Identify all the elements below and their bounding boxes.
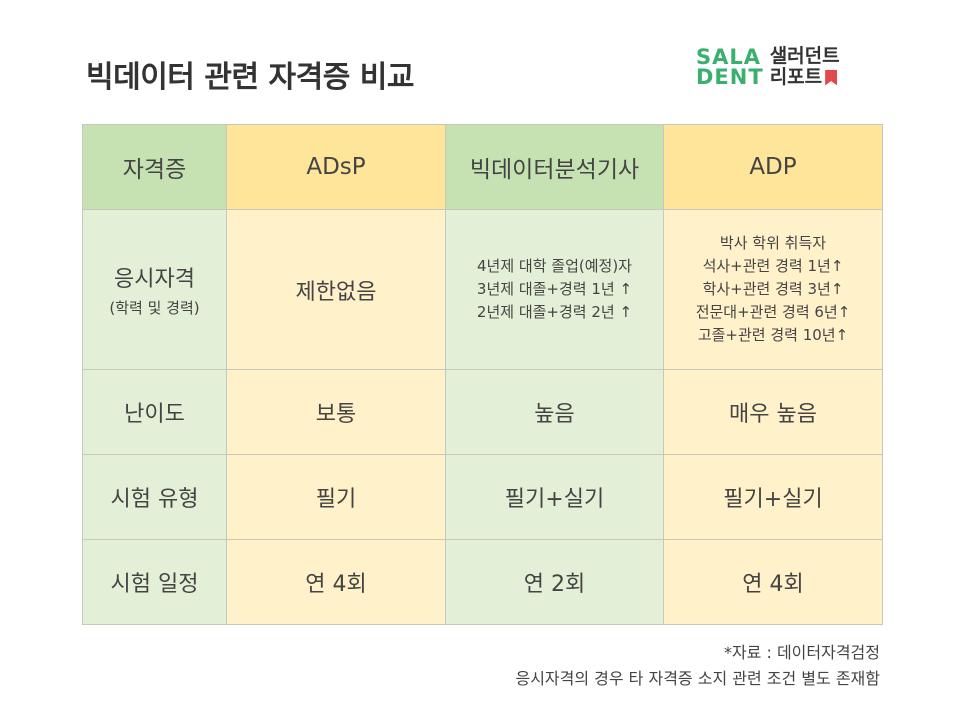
logo-text-row2: 리포트 [770, 67, 840, 88]
qualification-label: 응시자격 [114, 267, 195, 292]
bigdata-qual-line: 3년제 대졸+경력 1년 ↑ [476, 280, 633, 298]
bigdata-qual-line: 4년제 대학 졸업(예정)자 [477, 257, 632, 275]
adp-qual-line: 전문대+관련 경력 6년↑ [695, 303, 851, 321]
cell-difficulty-adsp: 보통 [226, 369, 446, 455]
footnote: *자료 : 데이터자격검정 응시자격의 경우 타 자격증 소지 관련 조건 별도… [515, 640, 880, 692]
cell-schedule-adsp: 연 4회 [226, 539, 446, 625]
row-label-difficulty: 난이도 [82, 369, 227, 455]
cell-qualification-adp: 박사 학위 취득자 석사+관련 경력 1년↑ 학사+관련 경력 3년↑ 전문대+… [663, 209, 883, 370]
header-cell-bigdata: 빅데이터분석기사 [445, 124, 664, 210]
logo-mark-line2: DENT [696, 65, 764, 89]
logo-text: 샐러던트 리포트 [770, 46, 840, 88]
bookmark-icon [825, 69, 838, 86]
header-cell-label: 자격증 [82, 124, 227, 210]
cell-qualification-adsp: 제한없음 [226, 209, 446, 370]
logo-text-line2: 리포트 [769, 66, 823, 88]
adp-qual-line: 석사+관련 경력 1년↑ [702, 257, 844, 275]
cell-schedule-bigdata: 연 2회 [445, 539, 664, 625]
row-label-exam-type: 시험 유형 [82, 454, 227, 540]
table-row-schedule: 시험 일정 연 4회 연 2회 연 4회 [82, 539, 883, 625]
cell-exam-type-bigdata: 필기+실기 [445, 454, 664, 540]
cell-qualification-bigdata: 4년제 대학 졸업(예정)자 3년제 대졸+경력 1년 ↑ 2년제 대졸+경력 … [445, 209, 664, 370]
header-cell-adsp: ADsP [226, 124, 446, 210]
row-label-schedule: 시험 일정 [82, 539, 227, 625]
adp-qual-line: 고졸+관련 경력 10년↑ [697, 326, 849, 344]
logo-mark-line1: SALA [696, 45, 762, 69]
cell-exam-type-adp: 필기+실기 [663, 454, 883, 540]
logo-mark: SALA DENT [696, 45, 764, 89]
cell-schedule-adp: 연 4회 [663, 539, 883, 625]
bigdata-qual-line: 2년제 대졸+경력 2년 ↑ [476, 303, 633, 321]
footnote-note: 응시자격의 경우 타 자격증 소지 관련 조건 별도 존재함 [515, 669, 880, 688]
adp-qual-line: 박사 학위 취득자 [719, 234, 827, 252]
header-cell-adp: ADP [663, 124, 883, 210]
table-row-difficulty: 난이도 보통 높음 매우 높음 [82, 369, 883, 455]
cell-difficulty-bigdata: 높음 [445, 369, 664, 455]
saladent-logo: SALA DENT 샐러던트 리포트 [696, 46, 840, 88]
table-header-row: 자격증 ADsP 빅데이터분석기사 ADP [82, 124, 883, 210]
logo-text-line1: 샐러던트 [769, 45, 840, 67]
table-row-qualification: 응시자격 (학력 및 경력) 제한없음 4년제 대학 졸업(예정)자 3년제 대… [82, 209, 883, 370]
table-row-exam-type: 시험 유형 필기 필기+실기 필기+실기 [82, 454, 883, 540]
cell-exam-type-adsp: 필기 [226, 454, 446, 540]
comparison-table: 자격증 ADsP 빅데이터분석기사 ADP 응시자격 (학력 및 경력) 제한없… [82, 124, 883, 625]
adp-qual-line: 학사+관련 경력 3년↑ [702, 280, 844, 298]
row-label-qualification: 응시자격 (학력 및 경력) [82, 209, 227, 370]
page-title: 빅데이터 관련 자격증 비교 [86, 60, 414, 95]
footnote-source: *자료 : 데이터자격검정 [723, 643, 880, 662]
qualification-sublabel: (학력 및 경력) [109, 299, 200, 317]
cell-difficulty-adp: 매우 높음 [663, 369, 883, 455]
